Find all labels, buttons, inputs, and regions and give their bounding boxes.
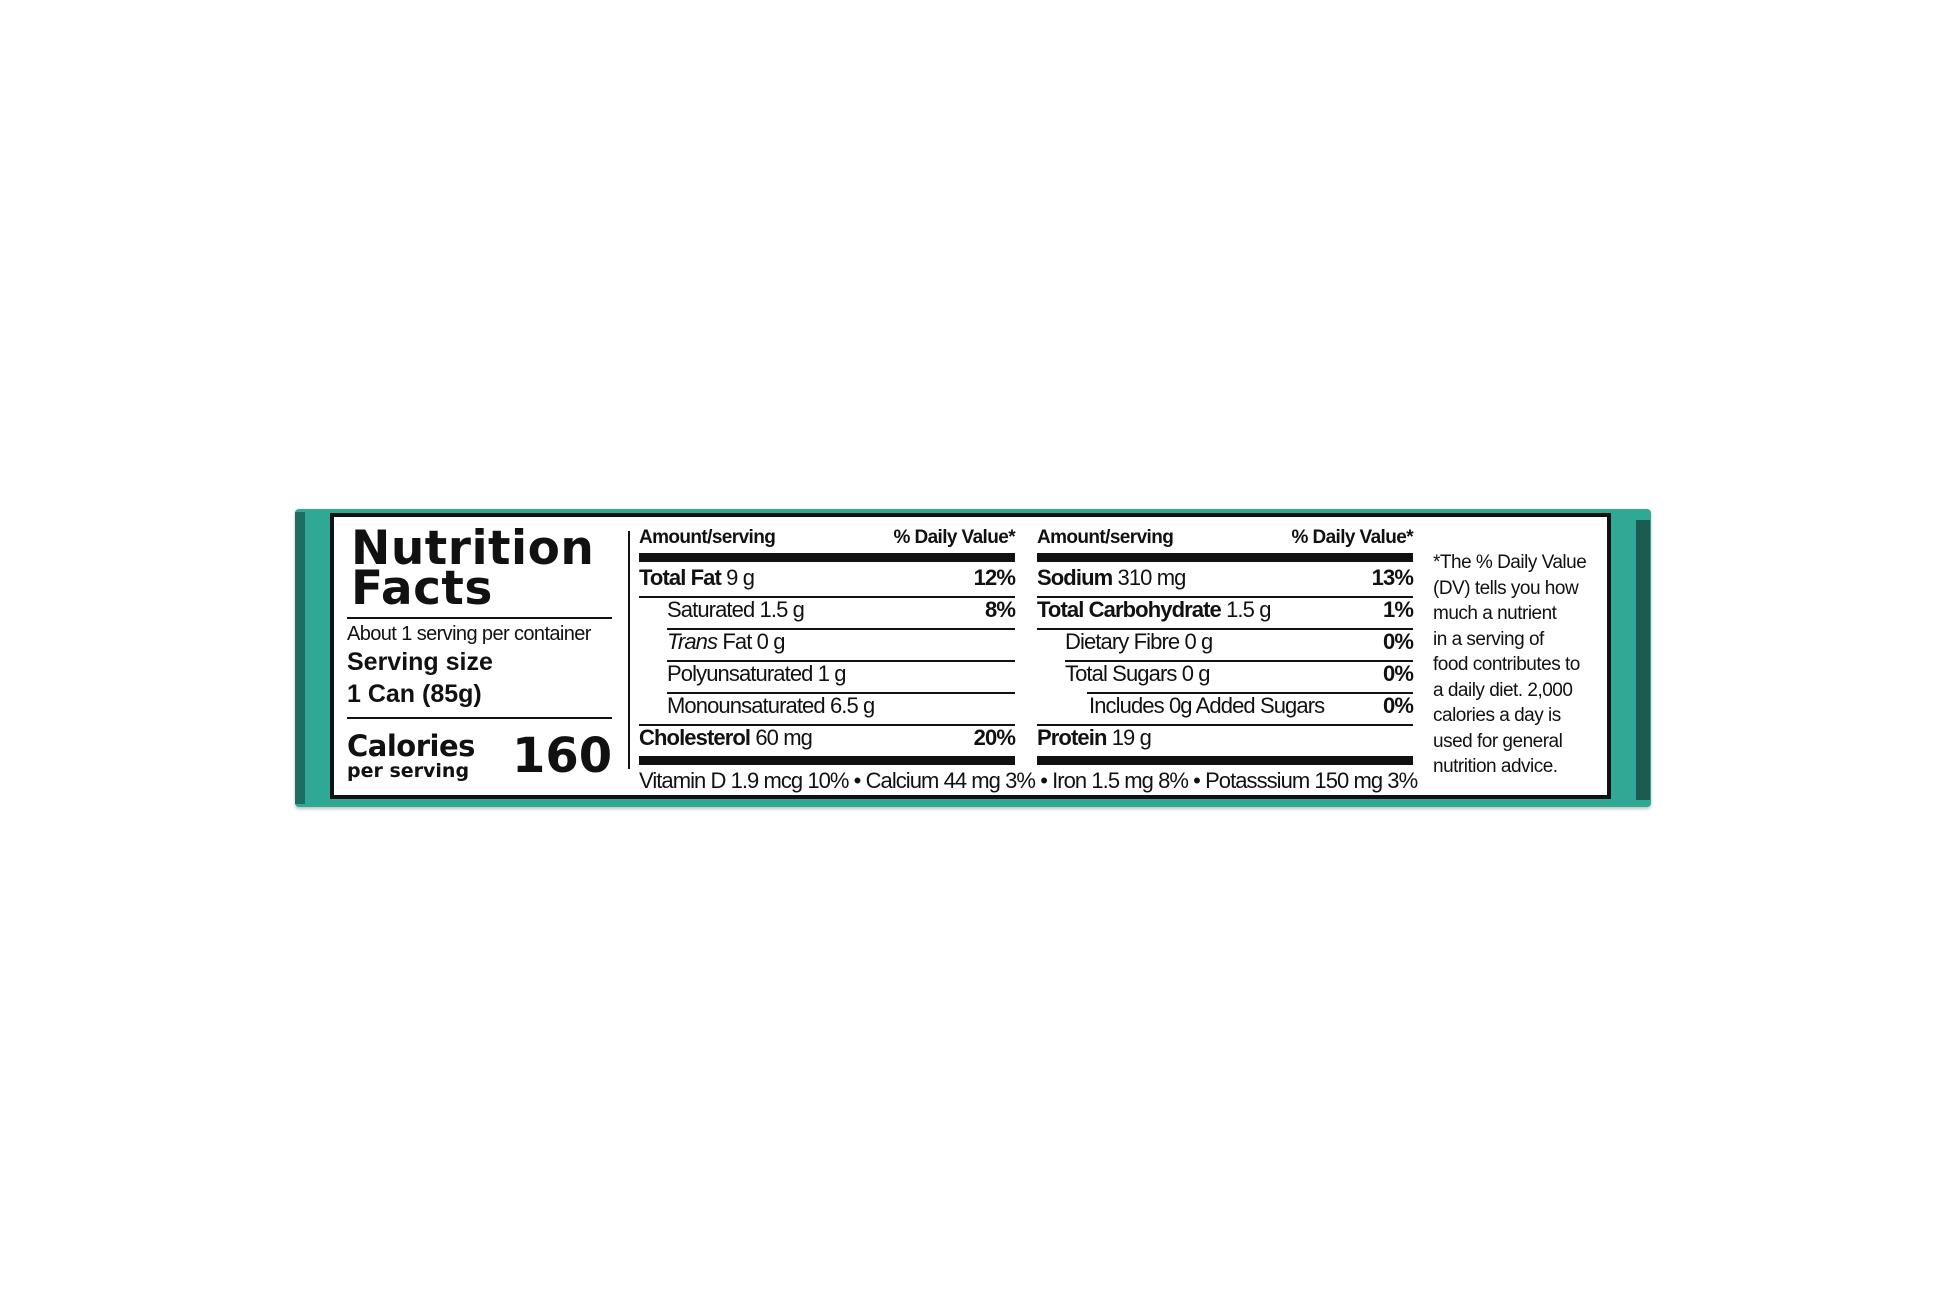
row-divider: [639, 724, 1015, 726]
thick-bar: [639, 756, 1015, 765]
calories-sublabel: per serving: [347, 760, 470, 782]
nutrient-row-saturated: Saturated 1.5 g 8%: [667, 597, 1016, 622]
nutrition-facts-label: Nutrition Facts About 1 serving per cont…: [330, 513, 1611, 799]
divider: [347, 717, 612, 719]
thick-bar: [1037, 756, 1413, 765]
nutrient-column-left: Amount/serving % Daily Value* Total Fat …: [639, 517, 1016, 795]
nutrient-row-total-fat: Total Fat 9 g 12%: [639, 565, 1016, 590]
divider: [347, 617, 612, 619]
row-divider: [667, 660, 1015, 662]
amount-header: Amount/serving: [639, 527, 776, 548]
thick-bar: [639, 553, 1015, 562]
row-divider: [1065, 660, 1413, 662]
row-divider: [639, 596, 1015, 598]
nutrient-row-total-carbohydrate: Total Carbohydrate 1.5 g 1%: [1037, 597, 1414, 622]
thick-bar: [1037, 553, 1413, 562]
vitamins-minerals: Vitamin D 1.9 mcg 10% • Calcium 44 mg 3%…: [639, 768, 1418, 793]
column-header: Amount/serving % Daily Value*: [1037, 527, 1414, 549]
amount-header: Amount/serving: [1037, 527, 1174, 548]
nutrient-row-added-sugars: Includes 0g Added Sugars 0%: [1089, 693, 1414, 718]
nutrient-row-monounsaturated: Monounsaturated 6.5 g: [667, 693, 875, 718]
nutrient-row-total-sugars: Total Sugars 0 g 0%: [1065, 661, 1414, 686]
nutrient-row-dietary-fibre: Dietary Fibre 0 g 0%: [1065, 629, 1414, 654]
daily-value-header: % Daily Value*: [1291, 527, 1413, 548]
row-divider: [667, 692, 1015, 694]
calories-value: 160: [512, 728, 613, 784]
column-header: Amount/serving % Daily Value*: [639, 527, 1016, 549]
column-divider: [628, 531, 630, 769]
nutrient-row-trans-fat: Trans Fat 0 g: [667, 629, 785, 654]
calories-label: Calories: [347, 729, 475, 763]
label-title: Nutrition Facts: [351, 521, 595, 616]
row-divider: [1037, 724, 1413, 726]
row-divider: [667, 628, 1015, 630]
daily-value-header: % Daily Value*: [893, 527, 1015, 548]
nutrient-row-protein: Protein 19 g: [1037, 725, 1152, 750]
nutrient-column-right: Amount/serving % Daily Value* Sodium 310…: [1037, 517, 1414, 795]
package-edge-left: [295, 512, 305, 804]
serving-size-label: Serving size: [347, 648, 493, 676]
row-divider: [1037, 628, 1413, 630]
title-line-2: Facts: [351, 561, 493, 616]
daily-value-footnote: *The % Daily Value (DV) tells you how mu…: [1433, 552, 1587, 777]
nutrient-row-polyunsaturated: Polyunsaturated 1 g: [667, 661, 847, 686]
serving-size-value: 1 Can (85g): [347, 680, 482, 708]
row-divider: [1087, 692, 1413, 694]
row-divider: [1037, 596, 1413, 598]
title-line-1: Nutrition: [351, 521, 595, 576]
nutrient-row-sodium: Sodium 310 mg 13%: [1037, 565, 1414, 590]
servings-per-container: About 1 serving per container: [347, 623, 591, 645]
nutrient-row-cholesterol: Cholesterol 60 mg 20%: [639, 725, 1016, 750]
package-edge-right: [1636, 520, 1650, 800]
